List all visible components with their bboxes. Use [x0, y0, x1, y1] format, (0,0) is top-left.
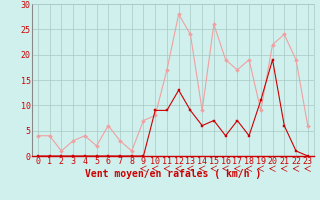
X-axis label: Vent moyen/en rafales ( km/h ): Vent moyen/en rafales ( km/h ) [85, 169, 261, 179]
